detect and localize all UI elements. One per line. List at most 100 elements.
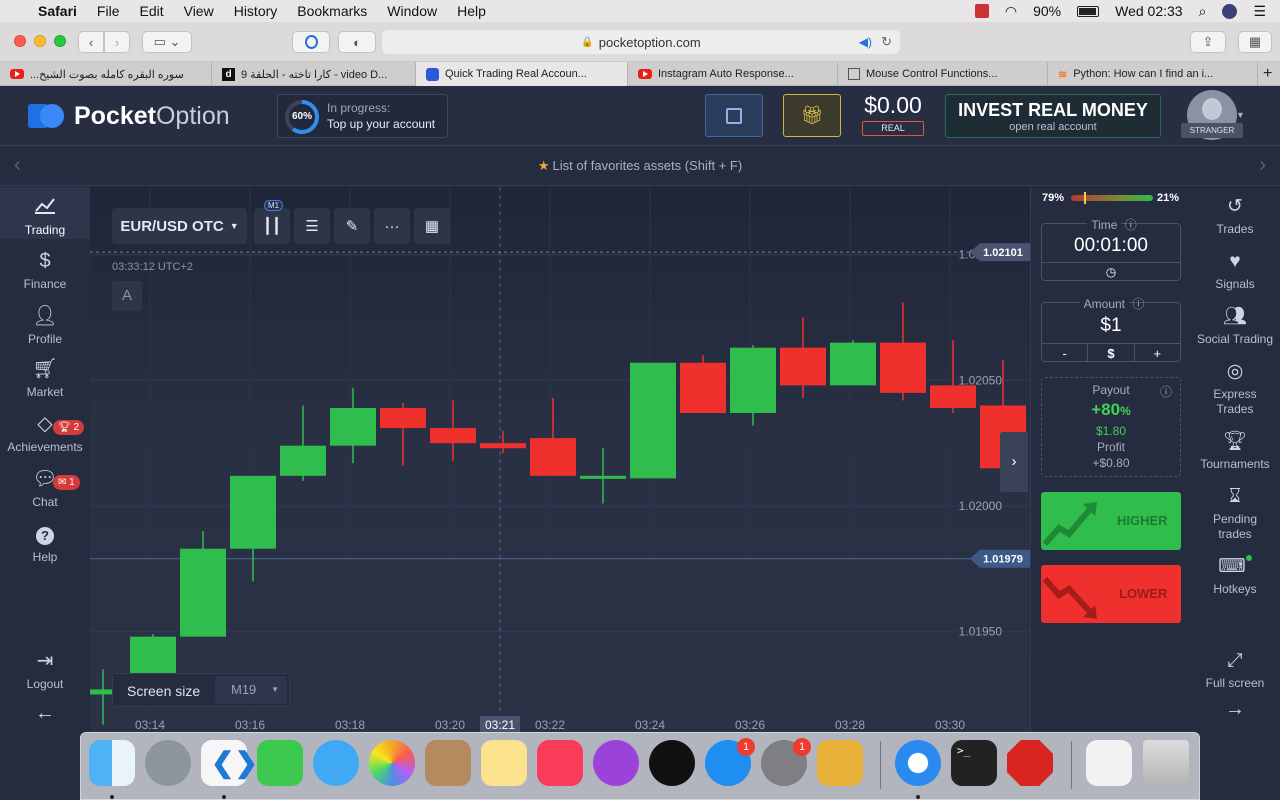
nav-help[interactable]: ? Help <box>0 522 90 564</box>
photos-icon[interactable] <box>369 740 415 786</box>
nav-chat[interactable]: 💬︎ Chat ✉ 1 <box>0 467 90 509</box>
spotlight-search-icon[interactable]: ⌕ <box>1198 2 1207 19</box>
candlestick-chart[interactable]: 1.021001.020501.020001.0195003:1403:1603… <box>90 187 1030 732</box>
battery-percent[interactable]: 90% <box>1033 3 1062 19</box>
input-source-icon[interactable] <box>974 4 989 18</box>
info-icon[interactable]: ⓘ <box>1159 385 1172 399</box>
nav-profile[interactable]: 👤︎ Profile <box>0 304 90 346</box>
safari-icon[interactable] <box>895 740 941 786</box>
nav-full-screen[interactable]: ⤢ Full screen <box>1190 649 1280 691</box>
extension-button[interactable] <box>292 31 330 53</box>
privacy-button[interactable]: ◐ <box>338 31 376 53</box>
menu-view[interactable]: View <box>183 3 214 19</box>
back-button[interactable]: ‹ <box>78 31 104 53</box>
nav-trades[interactable]: ↺ Trades <box>1190 195 1280 237</box>
menu-file[interactable]: File <box>96 3 120 19</box>
tab-overview-button[interactable]: ▦ <box>1238 31 1272 53</box>
more-button[interactable]: ··· <box>374 208 410 244</box>
podcasts-icon[interactable] <box>593 740 639 786</box>
asset-selector[interactable]: EUR/USD OTC ▼ <box>112 208 247 244</box>
screen-size-select[interactable]: M19 ▼ <box>215 676 287 704</box>
amount-box[interactable]: Amount ⓘ $1 - $ + <box>1041 297 1181 362</box>
drawing-button[interactable]: ✎ <box>334 208 370 244</box>
account-type-badge[interactable]: REAL <box>862 121 924 136</box>
close-window-button[interactable] <box>14 35 26 47</box>
address-bar[interactable]: 🔒 pocketoption.com ◀) ↻ <box>382 30 900 54</box>
nav-social-trading[interactable]: 👥︎ Social Trading <box>1190 305 1280 347</box>
launchpad-icon[interactable] <box>145 740 191 786</box>
amount-currency-button[interactable]: $ <box>1088 344 1135 362</box>
vscode-icon[interactable]: ❮❯ <box>201 740 258 786</box>
notes-icon[interactable] <box>481 740 527 786</box>
expand-sidebar-arrow-icon[interactable]: → <box>1225 698 1245 720</box>
gift-button[interactable]: 🎁︎ <box>783 94 841 137</box>
notification-center-icon[interactable]: ☰ <box>1253 2 1266 19</box>
forward-button[interactable]: › <box>104 31 130 53</box>
trading-chart[interactable]: 1.021001.020501.020001.0195003:1403:1603… <box>90 187 1030 732</box>
nav-tournaments[interactable]: 🏆︎ Tournaments <box>1190 430 1280 472</box>
menubar-clock[interactable]: Wed 02:33 <box>1115 3 1183 19</box>
info-icon[interactable]: ⓘ <box>1124 218 1137 232</box>
invest-real-money-button[interactable]: INVEST REAL MONEY open real account <box>945 94 1161 138</box>
minimize-window-button[interactable] <box>34 35 46 47</box>
zoom-window-button[interactable] <box>54 35 66 47</box>
tab-pocket-option[interactable]: Quick Trading Real Accoun... <box>416 62 628 86</box>
lower-button[interactable]: LOWER <box>1041 565 1181 623</box>
nav-express-trades[interactable]: ◎ Express Trades <box>1190 360 1280 417</box>
amount-value[interactable]: $1 <box>1100 315 1122 336</box>
menu-window[interactable]: Window <box>387 3 438 19</box>
facetime-icon[interactable] <box>257 740 303 786</box>
tab-video[interactable]: d كارا تاخته - الحلقة 9 - video D... <box>212 62 416 86</box>
nav-signals[interactable]: ♥ Signals <box>1190 250 1280 292</box>
user-menu-chevron-icon[interactable]: ▼ <box>1236 110 1245 120</box>
reload-icon[interactable]: ↻ <box>881 34 892 49</box>
new-tab-button[interactable]: + <box>1258 62 1280 86</box>
tab-python[interactable]: ≋ Python: How can I find an i... <box>1048 62 1258 86</box>
menu-help[interactable]: Help <box>457 3 486 19</box>
messages-icon[interactable] <box>313 740 359 786</box>
amount-plus-button[interactable]: + <box>1153 346 1162 361</box>
layout-button[interactable]: ▦ <box>414 208 450 244</box>
tab-mouse-control[interactable]: Mouse Control Functions... <box>838 62 1048 86</box>
deposit-button[interactable] <box>705 94 763 137</box>
contacts-icon[interactable] <box>425 740 471 786</box>
nav-hotkeys[interactable]: ⌨ Hotkeys <box>1190 555 1280 597</box>
account-progress[interactable]: 60% In progress: Top up your account <box>277 94 448 138</box>
text-tool-button[interactable]: A <box>112 281 142 311</box>
time-box[interactable]: Time ⓘ 00:01:00 ◷ <box>1041 218 1181 281</box>
indicators-button[interactable]: ☰ <box>294 208 330 244</box>
favorites-next-icon[interactable]: › <box>1259 154 1266 176</box>
nav-finance[interactable]: $ Finance <box>0 249 90 291</box>
share-button[interactable]: ⇪ <box>1190 31 1226 53</box>
menu-app-name[interactable]: Safari <box>38 3 77 19</box>
info-icon[interactable]: ⓘ <box>1132 297 1145 311</box>
sidebar-toggle-button[interactable]: ▭ ⌄ <box>142 31 192 53</box>
audio-playing-icon[interactable]: ◀) <box>858 35 872 49</box>
tab-instagram[interactable]: Instagram Auto Response... <box>628 62 838 86</box>
menu-history[interactable]: History <box>233 3 278 19</box>
favorites-prev-icon[interactable]: ‹ <box>14 154 21 176</box>
nav-logout[interactable]: ⇥ Logout <box>0 649 90 691</box>
time-value[interactable]: 00:01:00 <box>1074 235 1148 256</box>
appletv-icon[interactable] <box>649 740 695 786</box>
wifi-icon[interactable]: ◠ <box>1004 2 1018 19</box>
terminal-icon[interactable]: >_ <box>951 740 997 786</box>
nav-market[interactable]: 🛒︎ Market <box>0 357 90 399</box>
archive-utility-icon[interactable] <box>817 740 863 786</box>
balance[interactable]: $0.00 REAL <box>855 92 931 136</box>
siri-icon[interactable] <box>1222 3 1238 19</box>
nav-achievements[interactable]: ◇ Achievements 🏆︎ 2 <box>0 412 90 454</box>
chart-expand-arrow[interactable]: › <box>1000 432 1028 492</box>
adblock-icon[interactable] <box>1007 740 1053 786</box>
favorites-bar[interactable]: ‹ ★ List of favorites assets (Shift + F)… <box>0 146 1280 186</box>
nav-trading[interactable]: Trading <box>0 187 90 239</box>
amount-minus-button[interactable]: - <box>1042 344 1089 362</box>
finder-icon[interactable] <box>89 740 135 786</box>
battery-icon[interactable] <box>1077 5 1100 17</box>
trash-icon[interactable] <box>1143 740 1189 786</box>
tab-quran[interactable]: سوره البقره كامله بصوت الشيخ... <box>0 62 212 86</box>
logo[interactable]: Pocket Option <box>28 100 230 132</box>
nav-pending-trades[interactable]: ⌛︎ Pending trades <box>1190 485 1280 542</box>
chart-type-button[interactable]: ┃┃ M1 <box>254 200 290 244</box>
menu-bookmarks[interactable]: Bookmarks <box>297 3 368 19</box>
